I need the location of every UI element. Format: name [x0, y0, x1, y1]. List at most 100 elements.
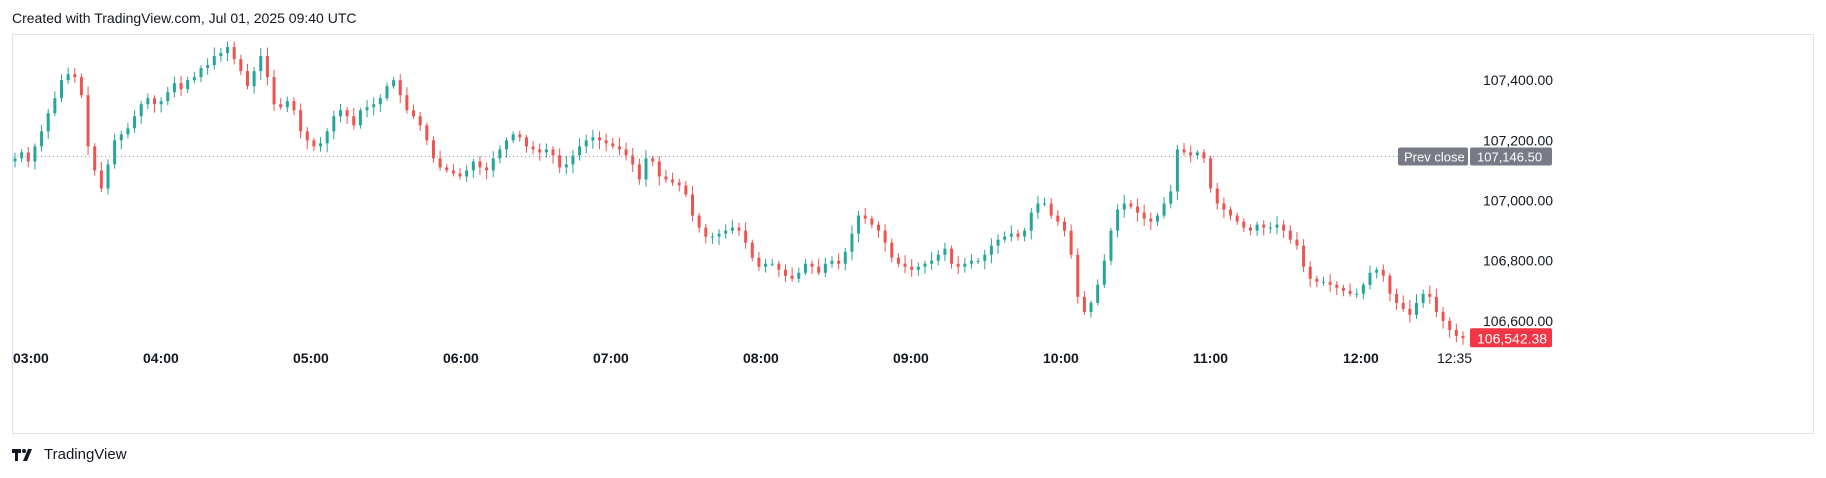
candle-body [936, 254, 940, 261]
candle-body [1335, 284, 1339, 288]
candle-body [883, 230, 887, 243]
candle-body [53, 98, 57, 114]
candle-body [285, 101, 289, 108]
candle-body [1122, 203, 1126, 210]
candle-body [1076, 254, 1080, 297]
candle-body [1116, 209, 1120, 231]
candle-body [239, 59, 243, 72]
candle-body [1415, 302, 1419, 315]
candle-body [1029, 212, 1033, 231]
candle-body [1089, 302, 1093, 312]
candle-body [717, 233, 721, 237]
candle-body [943, 248, 947, 255]
candle-body [159, 101, 163, 105]
price-tick-label: 107,200.00 [1483, 132, 1553, 148]
candle-body [863, 215, 867, 219]
candle-body [697, 215, 701, 228]
candle-body [26, 152, 30, 162]
candle-body [916, 266, 920, 270]
candle-body [950, 248, 954, 264]
candle-body [20, 152, 24, 159]
candle-body [664, 176, 668, 180]
candle-body [684, 185, 688, 195]
candle-body [199, 68, 203, 78]
candle-body [332, 116, 336, 132]
candle-body [538, 149, 542, 153]
candle-body [1016, 233, 1020, 237]
candle-body [1136, 206, 1140, 213]
candle-body [1322, 281, 1326, 283]
candle-body [66, 74, 70, 81]
candle-body [93, 146, 97, 171]
candle-body [1049, 203, 1053, 216]
candle-body [896, 257, 900, 264]
prev-close-label-bg [1398, 147, 1468, 166]
candle-body [445, 167, 449, 171]
candle-body [1315, 278, 1319, 282]
candle-body [963, 263, 967, 267]
candle-body [1242, 221, 1246, 228]
candle-body [206, 65, 210, 69]
candle-body [372, 104, 376, 108]
candle-body [1189, 152, 1193, 156]
candle-body [412, 110, 416, 117]
prev-close-label: Prev close [1404, 149, 1465, 164]
candle-body [418, 116, 422, 126]
price-axis: 107,400.00 107,200.00 107,000.00 106,800.00… [1483, 72, 1553, 329]
candle-body [604, 140, 608, 144]
candle-body [1288, 230, 1292, 240]
candle-body [850, 233, 854, 252]
candle-body [797, 272, 801, 279]
candle-body [1355, 293, 1359, 295]
candle-body [1175, 149, 1179, 192]
candle-body [219, 53, 223, 57]
candle-body [212, 56, 216, 66]
candle-body [431, 140, 435, 159]
price-tick-label: 107,000.00 [1483, 193, 1553, 209]
candle-body [976, 260, 980, 262]
candle-body [1235, 215, 1239, 222]
candle-body [704, 227, 708, 237]
candle-body [584, 140, 588, 147]
footer-brand[interactable]: TradingView [12, 446, 127, 463]
candle-body [232, 47, 236, 60]
candle-body [989, 245, 993, 255]
candle-body [890, 242, 894, 258]
candle-body [956, 263, 960, 267]
candle-body [1142, 212, 1146, 219]
chart-frame[interactable]: 107,400.00 107,200.00 107,000.00 106,800.00… [12, 34, 1814, 434]
candle-body [1275, 224, 1279, 228]
candle-body [86, 95, 90, 147]
candle-body [425, 125, 429, 141]
candle-body [1149, 218, 1153, 222]
candle-body [910, 266, 914, 270]
candle-body [737, 227, 741, 231]
candle-body [803, 263, 807, 273]
candle-body [352, 116, 356, 126]
prev-close-value-bg [1470, 147, 1552, 166]
candle-body [505, 140, 509, 150]
candle-body [1428, 293, 1432, 297]
candle-body [485, 167, 489, 171]
candle-body [651, 158, 655, 162]
candle-body [139, 104, 143, 117]
time-tick-label: 10:00 [1043, 350, 1079, 366]
candlestick-chart[interactable]: 107,400.00 107,200.00 107,000.00 106,800.00… [13, 35, 1813, 433]
candle-body [923, 263, 927, 267]
candle-body [305, 131, 309, 141]
candle-body [179, 83, 183, 90]
candle-body [996, 239, 1000, 246]
candle-body [172, 83, 176, 93]
candle-body [631, 155, 635, 165]
candle-body [119, 134, 123, 141]
time-tick-label: 05:00 [293, 350, 329, 366]
candle-body [777, 263, 781, 270]
candle-body [279, 104, 283, 108]
candle-body [146, 98, 150, 105]
candle-body [843, 251, 847, 264]
candle-body [930, 260, 934, 264]
time-tick-label: 12:35 [1437, 350, 1472, 366]
candle-body [1381, 269, 1385, 276]
candle-body [1209, 158, 1213, 189]
candle-body [338, 110, 342, 117]
